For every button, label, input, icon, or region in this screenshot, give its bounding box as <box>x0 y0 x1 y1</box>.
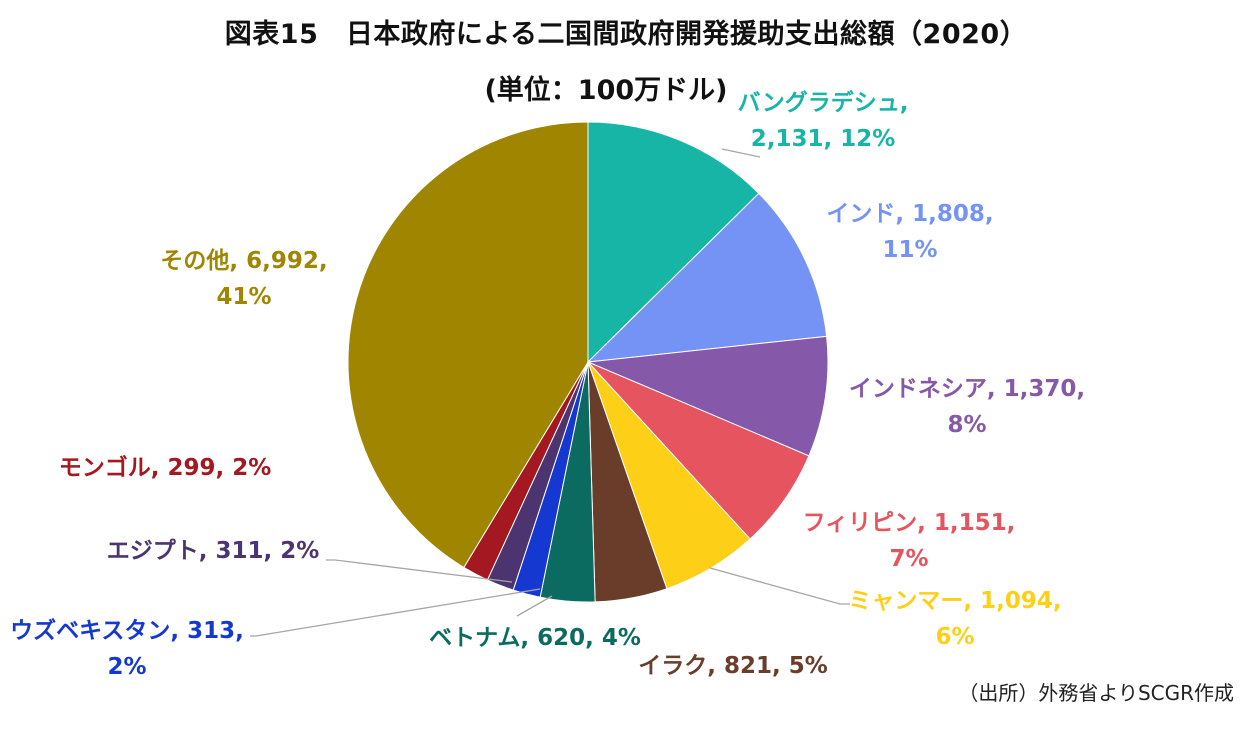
data-label-line: エジプト, 311, 2% <box>107 538 320 564</box>
leader-lines <box>250 148 850 637</box>
data-label-line: ミャンマー, 1,094, <box>848 588 1061 614</box>
data-label: ベトナム, 620, 4% <box>429 625 641 651</box>
pie-slice <box>347 121 589 569</box>
data-label: インド, 1,808, 11% <box>826 201 993 263</box>
data-label-line: モンゴル, 299, 2% <box>59 454 272 481</box>
data-label: イラク, 821, 5% <box>638 653 828 679</box>
chart-subtitle: (単位：100万ドル) <box>484 75 728 106</box>
data-label-line: ウズベキスタン, 313, <box>10 617 244 644</box>
data-label-line: 6% <box>935 624 974 650</box>
data-label: バングラデシュ, 2,131, 12% <box>738 89 909 152</box>
data-label: その他, 6,992, 41% <box>160 248 327 310</box>
leader-line <box>516 595 553 617</box>
pie-slice <box>586 335 829 457</box>
data-label-line: 8% <box>947 412 986 438</box>
data-label-line: インド, 1,808, <box>826 201 993 227</box>
data-label-line: 11% <box>882 237 937 263</box>
data-label-line: その他, 6,992, <box>160 248 327 274</box>
pie-slice <box>586 192 828 363</box>
leader-line <box>721 148 761 158</box>
data-label: ウズベキスタン, 313, 2% <box>10 617 244 680</box>
leader-line <box>250 588 541 637</box>
data-label-line: ベトナム, 620, 4% <box>429 625 641 651</box>
leader-line <box>326 559 513 583</box>
pie-slices <box>347 121 829 603</box>
leader-line <box>709 567 850 605</box>
data-label-line: 41% <box>216 284 271 310</box>
data-labels: バングラデシュ, 2,131, 12% インド, 1,808, 11% インドネシア, … <box>10 89 1085 680</box>
data-label: フィリピン, 1,151, 7% <box>803 510 1016 572</box>
data-label: モンゴル, 299, 2% <box>59 454 272 481</box>
chart-title: 図表15 日本政府による二国間政府開発援助支出総額（2020） <box>224 19 1028 50</box>
data-label: エジプト, 311, 2% <box>107 538 320 564</box>
data-label-line: 7% <box>889 546 928 572</box>
source-note: （出所）外務省よりSCGR作成 <box>958 681 1234 705</box>
data-label-line: フィリピン, 1,151, <box>803 510 1016 536</box>
pie-slice <box>587 121 760 364</box>
data-label-line: インドネシア, 1,370, <box>849 376 1085 402</box>
data-label-line: 2,131, 12% <box>751 126 896 152</box>
data-label: インドネシア, 1,370, 8% <box>849 376 1085 438</box>
data-label-line: 2% <box>107 654 146 680</box>
data-label-line: イラク, 821, 5% <box>638 653 828 679</box>
data-label: ミャンマー, 1,094, 6% <box>848 588 1061 650</box>
data-label-line: バングラデシュ, <box>738 89 909 116</box>
